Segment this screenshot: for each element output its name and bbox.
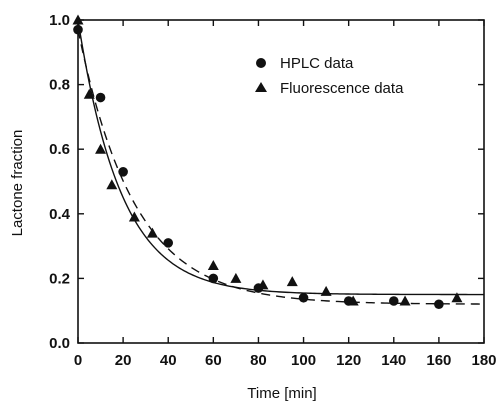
fluorescence-point xyxy=(320,285,332,296)
fluorescence-point xyxy=(106,179,118,190)
axes xyxy=(77,19,485,344)
y-tick-label: 1.0 xyxy=(49,12,70,29)
fit-curves xyxy=(77,19,485,305)
legend: HPLC data Fluorescence data xyxy=(255,55,404,97)
y-tick-label: 0.0 xyxy=(49,335,70,352)
y-tick-label: 0.2 xyxy=(49,270,70,287)
x-tick-label: 100 xyxy=(291,352,316,369)
hplc-point xyxy=(163,238,174,248)
x-tick-label: 80 xyxy=(250,352,267,369)
legend-hplc-marker xyxy=(256,58,266,68)
x-tick-label: 40 xyxy=(160,352,177,369)
fluorescence-point xyxy=(146,227,158,238)
x-tick-label: 60 xyxy=(205,352,222,369)
hplc-point xyxy=(73,24,83,35)
fluorescence-point xyxy=(230,272,242,283)
hplc-point xyxy=(388,296,399,306)
hplc-point xyxy=(118,167,128,177)
legend-fluorescence-label: Fluorescence data xyxy=(280,80,404,97)
x-tick-label: 140 xyxy=(381,352,406,369)
x-tick-label: 120 xyxy=(336,352,361,369)
fluorescence-point xyxy=(128,211,140,222)
x-tick-label: 180 xyxy=(471,352,496,369)
hplc-point xyxy=(95,92,106,103)
data-marks xyxy=(72,14,463,310)
x-tick-label: 160 xyxy=(426,352,451,369)
fluorescence-point xyxy=(399,295,411,306)
fluorescence-point xyxy=(72,14,84,25)
fit-curve-dashed xyxy=(77,29,485,305)
hplc-point xyxy=(208,273,219,284)
legend-hplc-label: HPLC data xyxy=(280,55,354,72)
fluorescence-point xyxy=(347,295,359,306)
hplc-point xyxy=(298,292,309,303)
fluorescence-point xyxy=(257,279,269,290)
y-tick-label: 0.8 xyxy=(49,77,70,94)
fluorescence-point xyxy=(83,88,95,99)
x-tick-label: 20 xyxy=(115,352,132,369)
legend-fluorescence-marker xyxy=(255,82,267,92)
fluorescence-point xyxy=(95,143,107,154)
y-tick-label: 0.6 xyxy=(49,141,70,158)
fluorescence-point xyxy=(286,276,298,287)
plot-frame xyxy=(77,19,485,344)
x-axis-label: Time [min] xyxy=(247,385,316,402)
y-tick-label: 0.4 xyxy=(49,206,71,223)
fit-curve-solid xyxy=(77,19,484,296)
ticks: 0 20 40 60 80 100 120 140 160 180 0.0 0.2 0.4 0.6 0.8 1… xyxy=(49,12,496,369)
fluorescence-point xyxy=(207,259,219,270)
x-tick-label: 0 xyxy=(74,352,82,369)
hplc-point xyxy=(434,299,444,310)
y-axis-label: Lactone fraction xyxy=(9,130,26,237)
fluorescence-point xyxy=(451,292,463,303)
